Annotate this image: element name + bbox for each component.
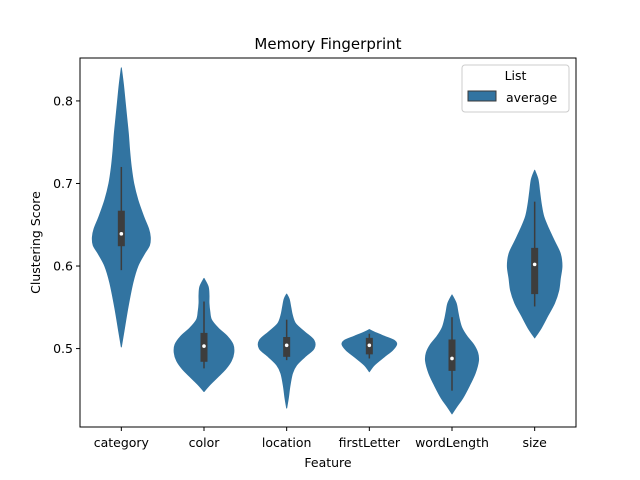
y-tick-label: 0.5: [53, 341, 73, 356]
y-axis-label: Clustering Score: [28, 191, 43, 294]
violin-wordlength: [424, 294, 480, 415]
violin-iqr-box: [448, 339, 456, 371]
plot-frame: [79, 57, 577, 428]
violin-median-point: [284, 343, 289, 348]
x-axis-label: Feature: [304, 455, 352, 470]
legend: List average: [461, 64, 570, 113]
violin-iqr-box: [117, 210, 125, 247]
legend-entry-average: average: [506, 90, 557, 105]
violin-median-point: [450, 356, 454, 361]
x-tick-label-firstletter: firstLetter: [339, 435, 401, 450]
legend-title: List: [505, 68, 527, 83]
x-axis-ticks: category color location firstLetter wordLeng…: [94, 427, 547, 450]
violin-median-point: [202, 344, 206, 348]
x-tick-label-wordlength: wordLength: [415, 435, 489, 450]
x-tick-label-location: location: [262, 435, 312, 450]
violin-median-point: [119, 232, 124, 236]
y-tick-label: 0.7: [53, 176, 73, 191]
violin-category: [91, 67, 151, 348]
x-tick-label-size: size: [523, 435, 548, 450]
violin-location: [257, 293, 316, 409]
violin-firstletter: [341, 329, 398, 373]
y-axis-ticks: 0.5 0.6 0.7 0.8: [53, 93, 80, 356]
x-tick-label-category: category: [94, 435, 150, 450]
violin-median-point: [367, 343, 372, 348]
y-tick-label: 0.6: [53, 259, 73, 274]
violin-color: [173, 277, 235, 392]
violin-median-point: [532, 262, 537, 267]
legend-swatch-average: [467, 90, 497, 102]
x-tick-label-color: color: [189, 435, 221, 450]
y-tick-label: 0.8: [53, 93, 73, 108]
violin-size: [506, 169, 563, 339]
violins: [91, 67, 563, 415]
violin-iqr-box: [531, 247, 539, 295]
chart-title: Memory Fingerprint: [254, 35, 401, 53]
